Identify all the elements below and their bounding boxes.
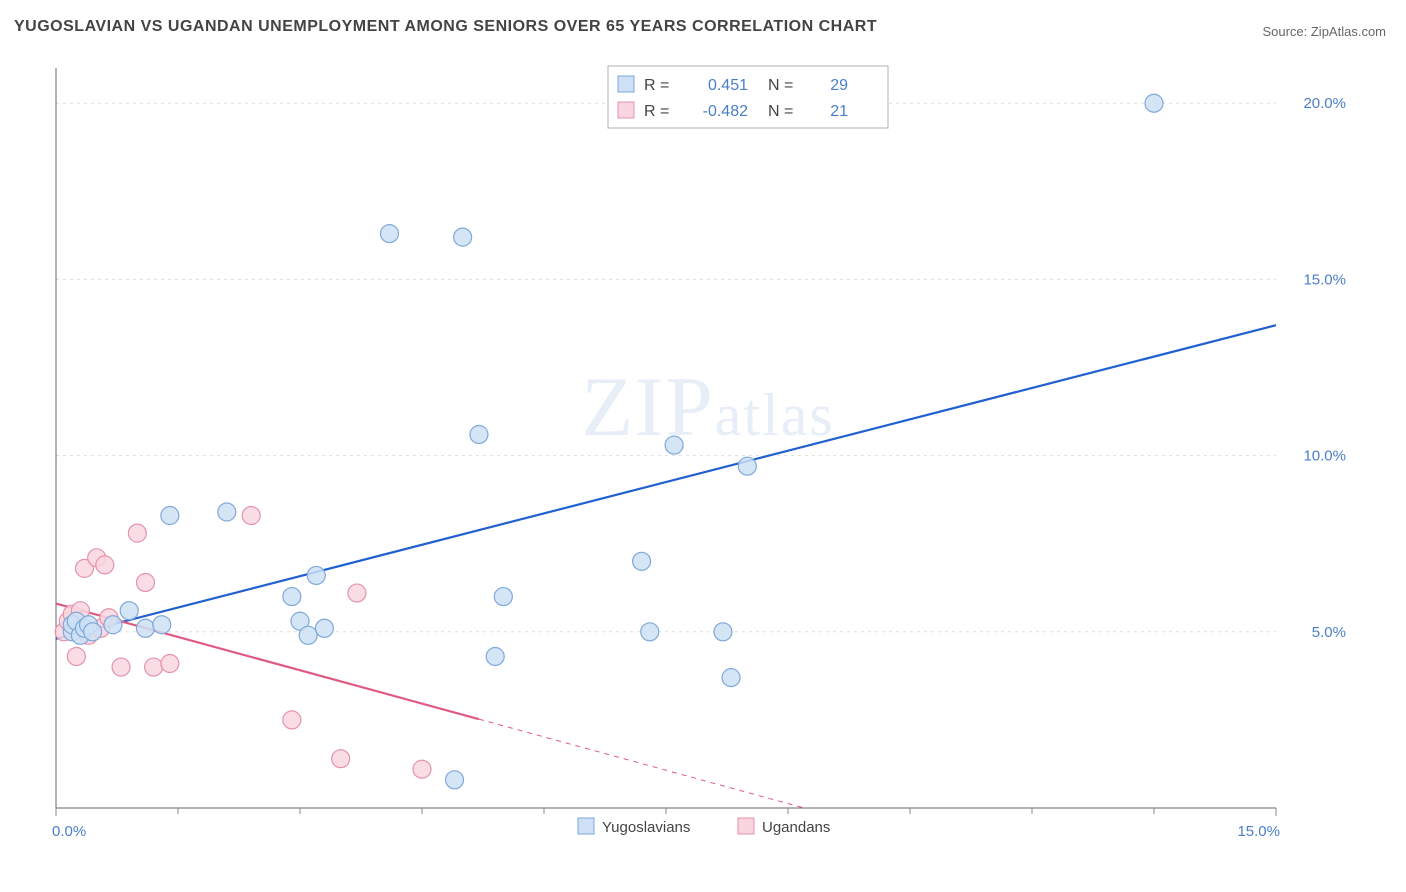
data-point — [84, 623, 102, 641]
data-point — [96, 556, 114, 574]
data-point — [307, 566, 325, 584]
data-point — [486, 647, 504, 665]
data-point — [738, 457, 756, 475]
stats-r-value: -0.482 — [703, 103, 748, 120]
chart-container: YUGOSLAVIAN VS UGANDAN UNEMPLOYMENT AMON… — [0, 0, 1406, 892]
data-point — [454, 228, 472, 246]
x-tick-label: 15.0% — [1237, 823, 1280, 840]
legend-label: Ugandans — [762, 819, 830, 836]
y-tick-label: 10.0% — [1303, 448, 1346, 465]
stats-n-label: N = — [768, 77, 793, 94]
y-tick-label: 5.0% — [1312, 624, 1346, 641]
data-point — [470, 425, 488, 443]
stats-n-value: 21 — [830, 103, 848, 120]
plot-area: ZIPatlas0.0%15.0%5.0%10.0%15.0%20.0%R =0… — [50, 60, 1366, 850]
legend-swatch — [738, 818, 754, 834]
data-point — [299, 626, 317, 644]
data-point — [218, 503, 236, 521]
y-tick-label: 15.0% — [1303, 271, 1346, 288]
legend-swatch — [578, 818, 594, 834]
data-point — [714, 623, 732, 641]
data-point — [153, 616, 171, 634]
data-point — [145, 658, 163, 676]
data-point — [446, 771, 464, 789]
data-point — [128, 524, 146, 542]
stats-n-value: 29 — [830, 77, 848, 94]
stats-r-label: R = — [644, 103, 669, 120]
data-point — [67, 647, 85, 665]
stats-swatch — [618, 102, 634, 118]
data-point — [161, 507, 179, 525]
stats-r-label: R = — [644, 77, 669, 94]
data-point — [665, 436, 683, 454]
data-point — [315, 619, 333, 637]
data-point — [161, 655, 179, 673]
source-label: Source: ZipAtlas.com — [1262, 24, 1386, 39]
data-point — [633, 552, 651, 570]
data-point — [494, 588, 512, 606]
data-point — [136, 573, 154, 591]
chart-svg: ZIPatlas0.0%15.0%5.0%10.0%15.0%20.0%R =0… — [50, 60, 1366, 850]
data-point — [283, 711, 301, 729]
data-point — [1145, 94, 1163, 112]
data-point — [413, 760, 431, 778]
data-point — [348, 584, 366, 602]
data-point — [722, 669, 740, 687]
stats-n-label: N = — [768, 103, 793, 120]
legend-label: Yugoslavians — [602, 819, 690, 836]
chart-title: YUGOSLAVIAN VS UGANDAN UNEMPLOYMENT AMON… — [14, 18, 877, 36]
data-point — [380, 225, 398, 243]
data-point — [120, 602, 138, 620]
data-point — [283, 588, 301, 606]
data-point — [136, 619, 154, 637]
y-tick-label: 20.0% — [1303, 95, 1346, 112]
data-point — [641, 623, 659, 641]
stats-r-value: 0.451 — [708, 77, 748, 94]
data-point — [332, 750, 350, 768]
data-point — [242, 507, 260, 525]
stats-swatch — [618, 76, 634, 92]
data-point — [112, 658, 130, 676]
data-point — [104, 616, 122, 634]
x-tick-label: 0.0% — [52, 823, 86, 840]
